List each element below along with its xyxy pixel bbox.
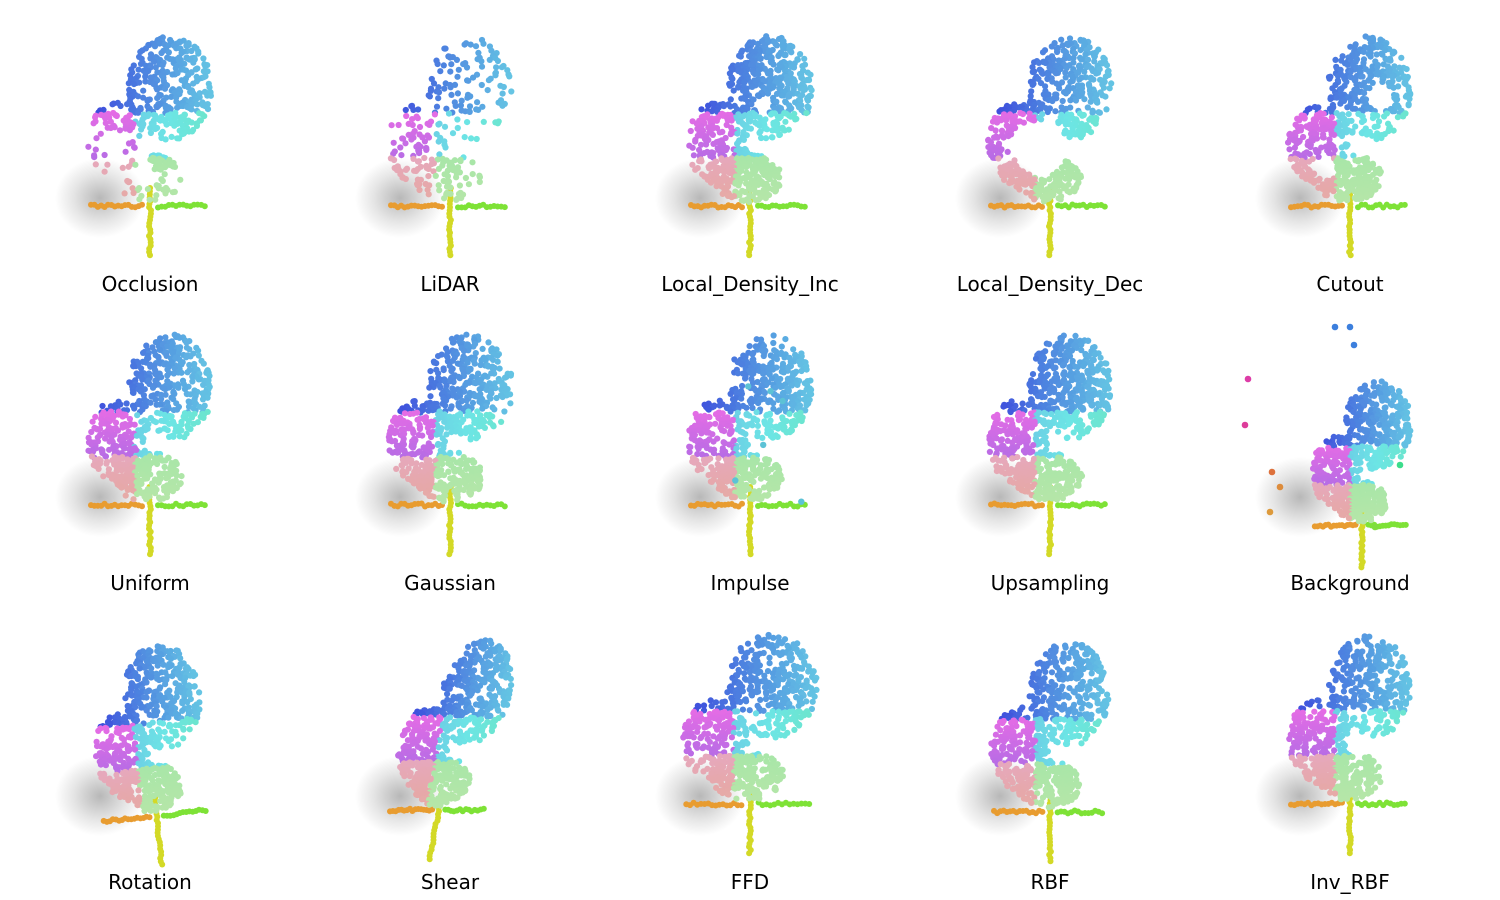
panel-shear: Shear: [300, 598, 600, 897]
panel-label: Impulse: [710, 571, 790, 595]
panel-inv-rbf: Inv_RBF: [1200, 598, 1500, 897]
panel-occlusion: Occlusion: [0, 0, 300, 299]
panel-label: Cutout: [1316, 272, 1384, 296]
panel-upsampling: Upsampling: [900, 299, 1200, 598]
panel-label: Shear: [420, 870, 480, 894]
panel-label: Background: [1290, 571, 1410, 595]
point-cloud-plant-image: [1255, 633, 1413, 857]
point-cloud-plant-image: [955, 35, 1115, 259]
panel-lidar: LiDAR: [300, 0, 600, 299]
panel-label: Rotation: [108, 870, 192, 894]
panel-gaussian: Gaussian: [300, 299, 600, 598]
panel-ffd: FFD: [600, 598, 900, 897]
panel-rbf: RBF: [900, 598, 1200, 897]
point-cloud-plant-image: [55, 331, 213, 558]
panel-label: Uniform: [110, 571, 190, 595]
panel-background: Background: [1200, 299, 1500, 598]
panel-impulse: Impulse: [600, 299, 900, 598]
panel-density-inc: Local_Density_Inc: [600, 0, 900, 299]
point-cloud-plant-image: [355, 331, 515, 558]
point-cloud-plant-image: [955, 332, 1114, 558]
panel-label: Inv_RBF: [1310, 870, 1390, 894]
point-cloud-plant-image: [1241, 323, 1414, 571]
point-cloud-plant-image: [1255, 33, 1414, 259]
panel-density-dec: Local_Density_Dec: [900, 0, 1200, 299]
panel-label: Local_Density_Inc: [661, 272, 839, 296]
panel-label: LiDAR: [420, 272, 480, 296]
point-cloud-plant-image: [655, 332, 815, 558]
panel-label: Local_Density_Dec: [956, 272, 1144, 296]
panel-label: FFD: [730, 870, 770, 894]
point-cloud-plant-image: [955, 641, 1112, 865]
panel-label: Occlusion: [101, 272, 199, 296]
point-cloud-plant-image: [355, 36, 515, 259]
point-cloud-plant-image: [55, 34, 214, 259]
panel-label: Upsampling: [990, 571, 1110, 595]
point-cloud-plant-image: [655, 33, 815, 259]
panel-cutout: Cutout: [1200, 0, 1500, 299]
point-cloud-plant-image: [355, 637, 515, 863]
panel-uniform: Uniform: [0, 299, 300, 598]
point-cloud-plant-image: [55, 643, 209, 868]
point-cloud-plant-image: [655, 631, 820, 857]
panel-label: Gaussian: [404, 571, 496, 595]
panel-rotation: Rotation: [0, 598, 300, 897]
panel-label: RBF: [1030, 870, 1070, 894]
